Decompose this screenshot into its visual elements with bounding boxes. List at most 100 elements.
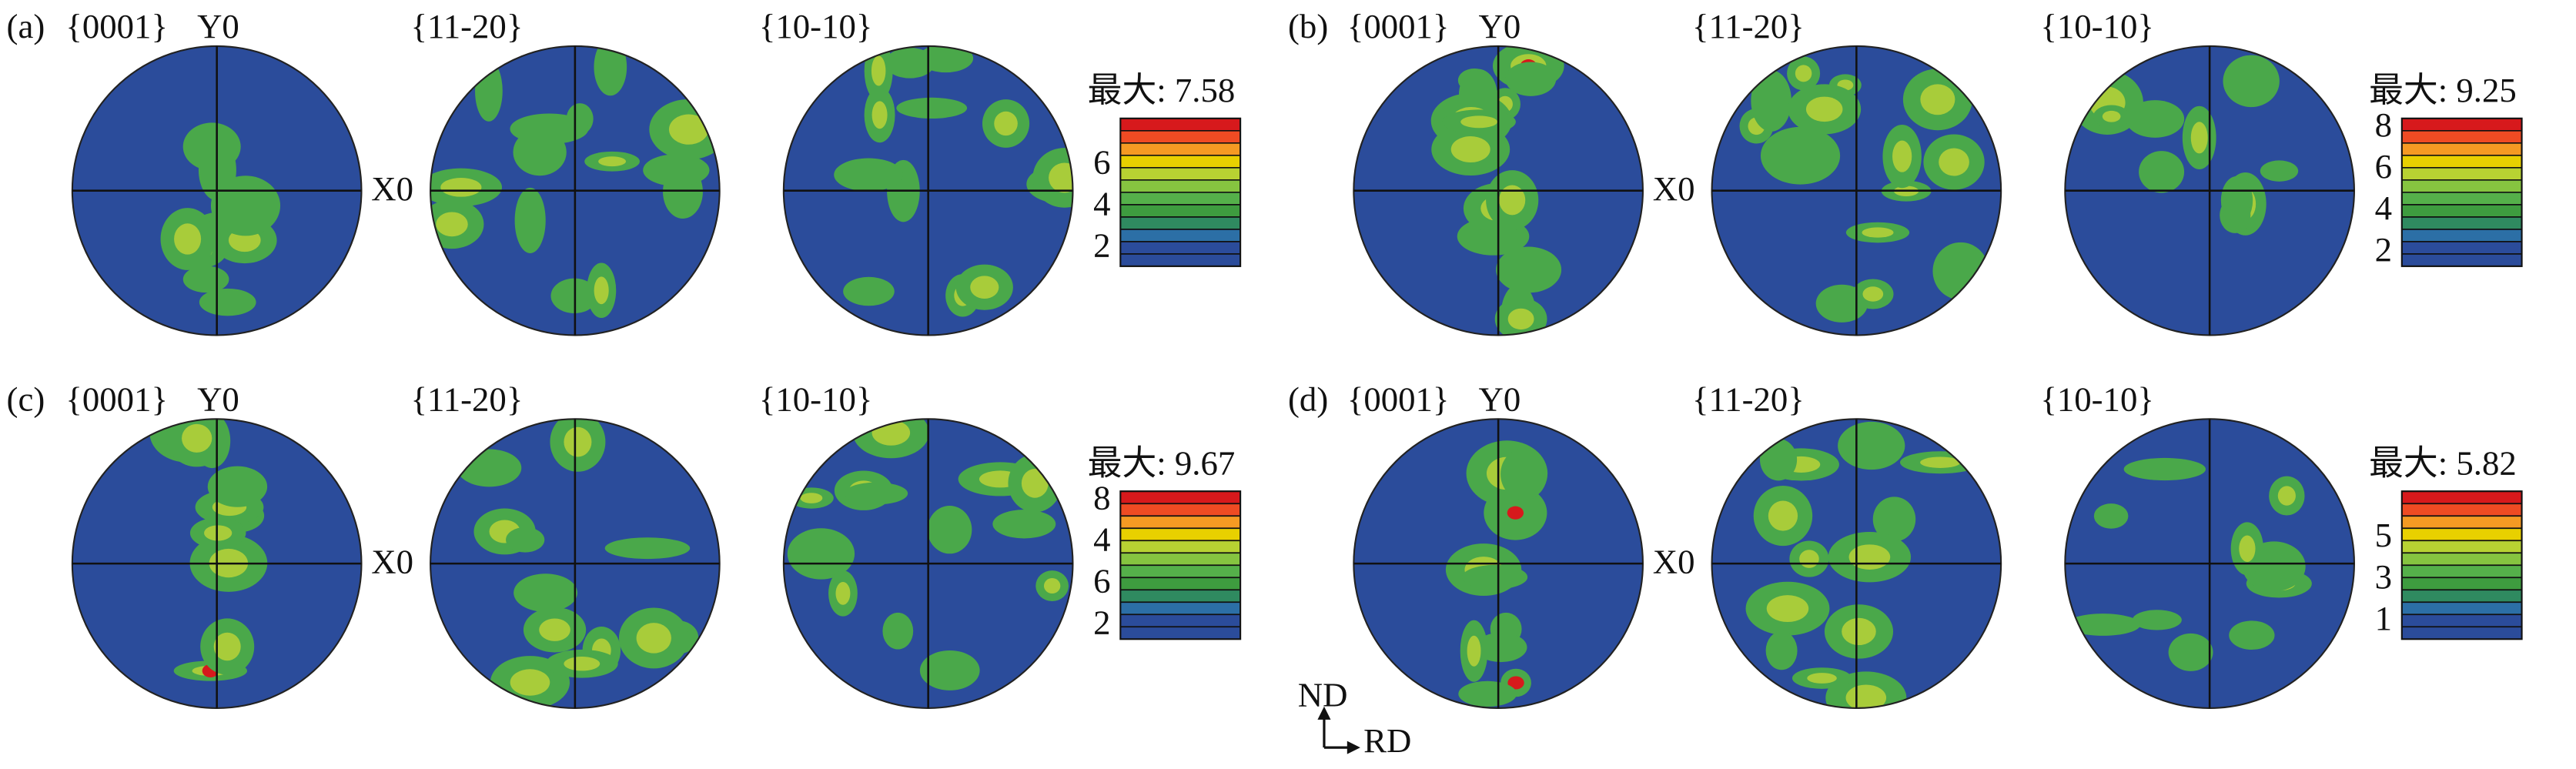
colorbar-band: [1120, 540, 1241, 553]
contour-blob: [1862, 286, 1884, 302]
colorbar-label: 8: [2375, 105, 2392, 144]
contour-blob: [2168, 633, 2213, 671]
colorbar-label: 8: [1093, 478, 1110, 517]
contour-blob: [835, 581, 851, 605]
contour-blob: [1838, 421, 1905, 470]
contour-blob: [199, 288, 256, 316]
contour-blob: [564, 657, 601, 671]
pole-figure-title: {0001}: [65, 7, 168, 45]
colorbar-band: [1120, 602, 1241, 615]
pole-figure: [1711, 45, 2002, 336]
panel-label: (c): [7, 379, 45, 418]
colorbar-band: [2401, 130, 2522, 144]
pole-figure-title: {11-20}: [410, 7, 523, 45]
colorbar-label: 1: [2375, 599, 2392, 637]
contour-blob: [2123, 457, 2206, 481]
contour-blob: [834, 158, 903, 192]
pole-figure-title: {10-10}: [759, 7, 873, 45]
colorbar-band: [1120, 565, 1241, 578]
pole-figure-title: {0001}: [65, 379, 168, 418]
contour-blob: [1807, 673, 1837, 684]
contour-blob: [2220, 197, 2251, 233]
contour-blob: [1450, 136, 1490, 162]
contour-blob: [2139, 151, 2185, 193]
contour-blob: [182, 423, 212, 453]
colorbar-band: [2401, 614, 2522, 627]
panel-label: (d): [1288, 379, 1328, 418]
contour-blob: [594, 45, 627, 96]
contour-blob: [1458, 680, 1517, 707]
max-label: 最大: 7.58: [1088, 71, 1236, 109]
contour-blob: [1765, 631, 1798, 670]
contour-blob: [1766, 595, 1809, 623]
contour-blob: [800, 493, 823, 503]
x-axis-label: X0: [371, 169, 413, 208]
contour-blob: [1848, 544, 1891, 570]
pole-figure-title: {10-10}: [759, 379, 873, 418]
colorbar-band: [2401, 179, 2522, 193]
colorbar-band: [1120, 503, 1241, 517]
colorbar-band: [1120, 590, 1241, 603]
pole-figure-title: {11-20}: [410, 379, 523, 418]
contour-blob: [1799, 550, 1819, 568]
contour-blob: [927, 505, 972, 554]
colorbar-band: [1120, 192, 1241, 206]
contour-blob: [843, 276, 895, 306]
contour-blob: [2066, 614, 2141, 636]
contour-blob: [871, 101, 888, 129]
colorbar-band: [1120, 516, 1241, 529]
contour-blob: [1467, 635, 1481, 667]
colorbar-band: [1120, 553, 1241, 566]
colorbar-band: [1120, 577, 1241, 590]
contour-blob: [182, 122, 241, 171]
colorbar-label: 4: [1093, 520, 1110, 558]
x-axis-label: X0: [1653, 169, 1695, 208]
colorbar-outline: [1119, 117, 1242, 267]
colorbar-label: 4: [2375, 189, 2392, 227]
colorbar-label: 2: [1093, 226, 1110, 265]
colorbar-label: 5: [2375, 516, 2392, 554]
colorbar-band: [2401, 216, 2522, 230]
y-axis-label: Y0: [1479, 379, 1521, 418]
colorbar-band: [1120, 155, 1241, 169]
colorbar-label: 4: [1093, 185, 1110, 223]
contour-blob: [994, 111, 1018, 136]
contour-blob: [207, 466, 268, 507]
contour-blob: [636, 623, 671, 654]
contour-blob: [2132, 610, 2182, 630]
contour-blob: [2102, 110, 2121, 122]
colorbar-band: [2401, 241, 2522, 255]
contour-blob: [1892, 140, 1912, 172]
contour-blob: [1805, 96, 1843, 122]
nd-label: ND: [1298, 675, 1348, 714]
contour-blob: [2229, 620, 2275, 650]
contour-blob: [2190, 122, 2208, 154]
panel: (a) {0001} {11-20} {10-10} Y0 X0 最大: 7.58 642: [7, 7, 1242, 336]
contour-blob: [1795, 65, 1812, 82]
max-label: 最大: 9.25: [2369, 71, 2517, 109]
contour-blob: [2277, 486, 2296, 506]
contour-blob: [436, 212, 468, 237]
contour-blob: [919, 650, 980, 690]
colorbar-band: [2401, 118, 2522, 132]
colorbar-outline: [2400, 117, 2523, 267]
colorbar-band: [2401, 553, 2522, 566]
colorbar-band: [1120, 118, 1241, 132]
contour-blob: [1862, 227, 1894, 238]
contour-blob: [1460, 115, 1498, 129]
contour-blob: [564, 426, 592, 457]
contour-blob: [2126, 100, 2185, 138]
colorbar-band: [1120, 253, 1241, 267]
contour-blob: [882, 612, 914, 650]
contour-blob: [844, 482, 908, 505]
colorbar-band: [2401, 204, 2522, 218]
colorbar-band: [1120, 528, 1241, 541]
contour-blob: [1505, 62, 1557, 96]
panel-label: (a): [7, 7, 45, 45]
contour-blob: [1751, 70, 1791, 132]
colorbar-outline: [1119, 490, 1242, 640]
contour-peak: [1507, 506, 1524, 520]
contour-blob: [896, 97, 968, 119]
